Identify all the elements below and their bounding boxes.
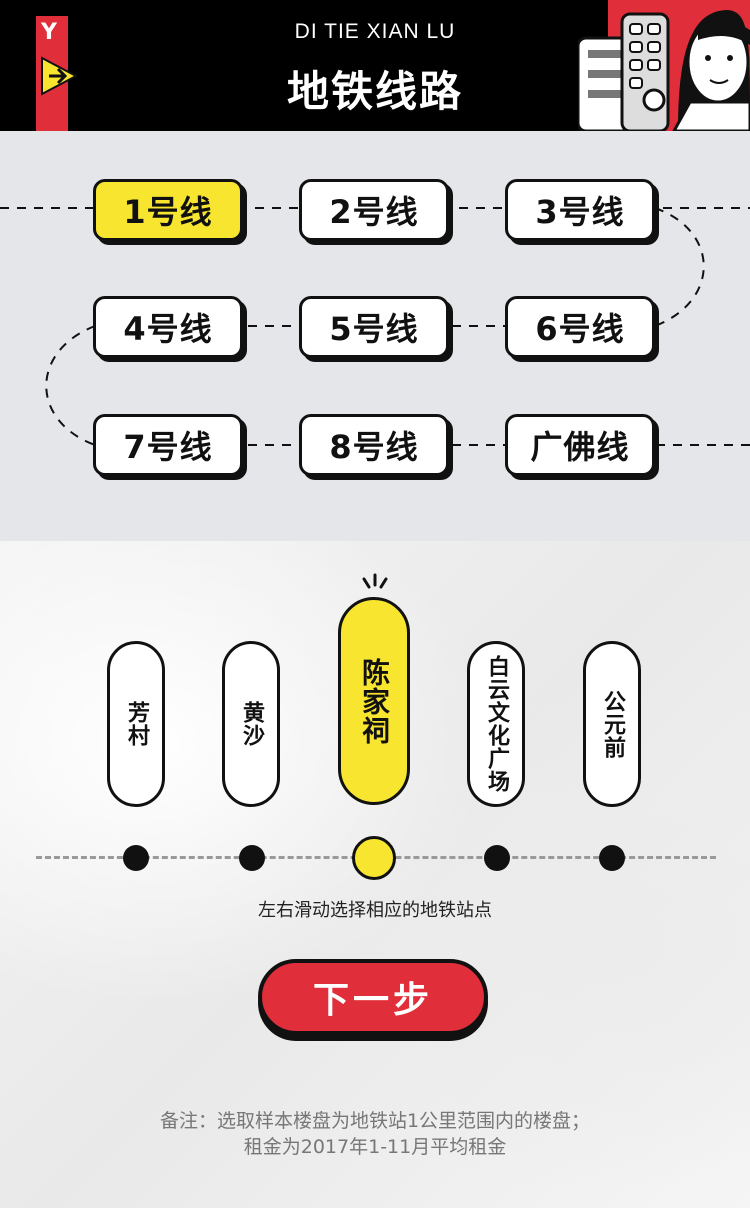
next-step-button[interactable]: 下一步: [258, 959, 488, 1035]
station-pill-baiyun-culture-square[interactable]: 白云文化广场: [467, 641, 525, 807]
station-pill-huangsha[interactable]: 黄沙: [222, 641, 280, 807]
note-line-2: 租金为2017年1-11月平均租金: [243, 1136, 507, 1158]
swipe-hint: 左右滑动选择相应的地铁站点: [258, 900, 492, 921]
line-button-3[interactable]: 3号线: [505, 179, 655, 241]
station-dot-active[interactable]: [352, 836, 396, 880]
line-button-6[interactable]: 6号线: [505, 296, 655, 358]
header: Y DI TIE XIAN LU 地铁线路: [0, 0, 750, 131]
page-title: 地铁线路: [286, 67, 463, 116]
arrow-right-icon: [41, 56, 79, 96]
line-button-8[interactable]: 8号线: [299, 414, 449, 476]
line-selector: 1号线 2号线 3号线 4号线 5号线 6号线 7号线 8号线 广佛线: [0, 131, 750, 541]
metro-logo-icon: Y: [36, 16, 79, 131]
station-dot[interactable]: [484, 845, 510, 871]
station-pill-fangcun[interactable]: 芳村: [107, 641, 165, 807]
line-button-5[interactable]: 5号线: [299, 296, 449, 358]
line-button-2[interactable]: 2号线: [299, 179, 449, 241]
line-button-7[interactable]: 7号线: [93, 414, 243, 476]
sparkle-icon: [362, 573, 388, 589]
line-button-4[interactable]: 4号线: [93, 296, 243, 358]
note-line-1: 备注：选取样本楼盘为地铁站1公里范围内的楼盘；: [159, 1110, 591, 1132]
station-dot[interactable]: [599, 845, 625, 871]
station-pill-gongyuanqian[interactable]: 公元前: [583, 641, 641, 807]
line-button-guangfo[interactable]: 广佛线: [505, 414, 655, 476]
station-dot[interactable]: [123, 845, 149, 871]
header-subtitle: DI TIE XIAN LU: [294, 20, 456, 43]
station-pill-chenjiaci[interactable]: 陈家祠: [338, 597, 410, 805]
station-dot[interactable]: [239, 845, 265, 871]
station-selector[interactable]: 芳村 黄沙 陈家祠 白云文化广场 公元前 左右滑动选择相应的地铁站点 下一步 备…: [0, 541, 750, 1208]
line-button-1[interactable]: 1号线: [93, 179, 243, 241]
mascot-illustration: [578, 0, 750, 131]
